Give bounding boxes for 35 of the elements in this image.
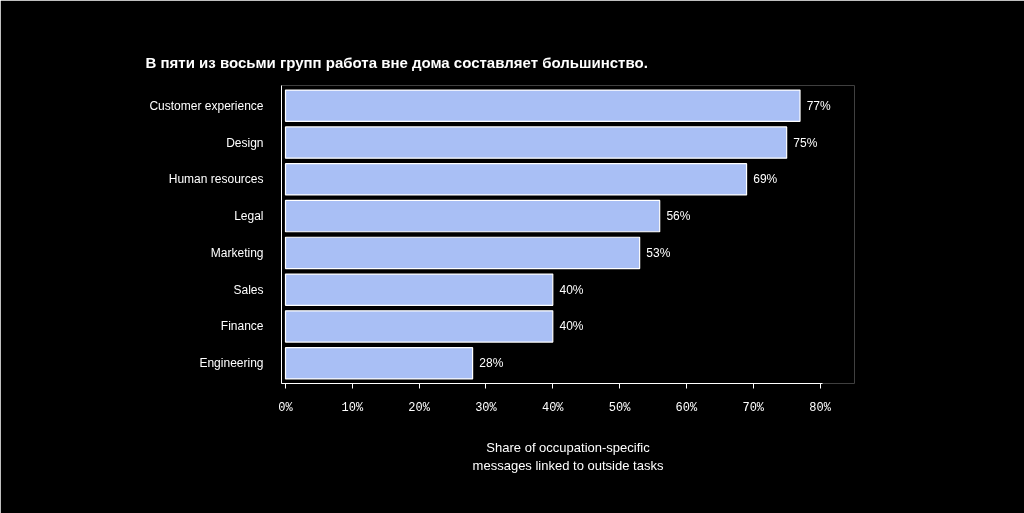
y-tick-label: Engineering — [199, 356, 264, 371]
data-label: 75% — [793, 135, 818, 150]
bar — [284, 126, 788, 159]
bar — [284, 199, 661, 233]
y-tick-label: Finance — [220, 319, 264, 334]
data-label: 53% — [646, 245, 671, 260]
y-tick-label: Sales — [233, 282, 264, 297]
chart-title: В пяти из восьми групп работа вне дома составляет большинство. — [145, 53, 648, 71]
y-tick-label: Design — [226, 135, 264, 150]
x-tick-label: 20% — [408, 400, 431, 415]
y-tick-label: Human resources — [168, 172, 264, 187]
y-tick-label: Customer experience — [149, 98, 264, 113]
bar — [284, 310, 554, 343]
bar — [284, 236, 641, 270]
x-tick-label: 80% — [809, 400, 832, 415]
y-tick-label: Legal — [234, 209, 264, 224]
x-tick-label: 10% — [341, 400, 364, 415]
data-label: 28% — [479, 356, 504, 371]
data-label: 69% — [753, 172, 778, 187]
bar — [284, 273, 554, 306]
bar — [284, 89, 801, 122]
x-tick-label: 40% — [541, 400, 565, 415]
data-label: 77% — [806, 98, 832, 113]
x-tick-label: 50% — [608, 400, 632, 415]
data-label: 40% — [559, 282, 584, 297]
data-label: 56% — [666, 209, 691, 224]
bar — [284, 163, 748, 196]
x-axis-title: Share of occupation-specific messages linked to outside tasks — [472, 439, 664, 473]
x-tick-label: 70% — [742, 400, 765, 415]
x-tick-label: 60% — [675, 400, 699, 415]
data-label: 40% — [559, 319, 584, 334]
bar — [284, 347, 474, 380]
x-tick-label: 30% — [475, 400, 498, 415]
x-tick-label: 0% — [278, 400, 294, 415]
y-tick-label: Marketing — [210, 245, 264, 260]
